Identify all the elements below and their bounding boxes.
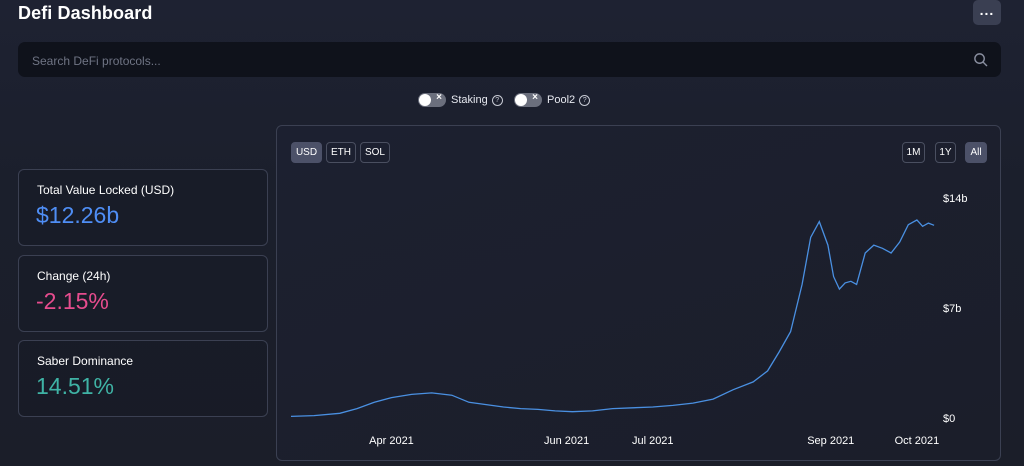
y-tick-label: $7b: [943, 303, 961, 315]
range-1m-button[interactable]: 1M: [902, 142, 925, 163]
pool2-switch[interactable]: ×: [514, 92, 542, 107]
currency-usd-button[interactable]: USD: [291, 142, 322, 163]
stat-card-change: Change (24h) -2.15%: [18, 255, 268, 332]
more-horizontal-icon: ...: [979, 1, 995, 18]
staking-toggle-label: Staking: [451, 94, 488, 106]
close-icon: ×: [532, 92, 538, 103]
x-tick-label: Jun 2021: [544, 435, 589, 447]
range-all-button[interactable]: All: [965, 142, 987, 163]
currency-sol-button[interactable]: SOL: [360, 142, 390, 163]
close-icon: ×: [436, 92, 442, 103]
y-tick-label: $14b: [943, 193, 967, 205]
tvl-series-line: [290, 219, 935, 418]
x-tick-label: Oct 2021: [895, 435, 940, 447]
stat-label: Saber Dominance: [37, 354, 134, 368]
staking-switch[interactable]: ×: [418, 92, 446, 107]
stat-value: -2.15%: [36, 288, 109, 314]
stat-label: Total Value Locked (USD): [37, 183, 175, 197]
x-tick-label: Sep 2021: [807, 435, 854, 447]
stat-value: $12.26b: [36, 202, 120, 228]
search-bar: [18, 42, 1001, 79]
tvl-chart-panel: USD ETH SOL 1M 1Y All $0 $7b $14b Apr 2021…: [276, 125, 1001, 461]
staking-toggle[interactable]: × Staking ?: [418, 92, 503, 107]
tvl-line-chart[interactable]: $0 $7b $14b Apr 2021 Jun 2021 Jul 2021 Sep 20…: [277, 126, 1000, 460]
stat-label: Change (24h): [37, 269, 111, 283]
pool2-toggle-label: Pool2: [547, 94, 576, 106]
search-icon[interactable]: [973, 52, 988, 67]
x-tick-label: Apr 2021: [369, 435, 414, 447]
more-menu-button[interactable]: ...: [973, 0, 1001, 25]
x-tick-label: Jul 2021: [632, 435, 674, 447]
y-tick-label: $0: [943, 413, 955, 425]
help-icon[interactable]: ?: [579, 94, 591, 106]
page-title: Defi Dashboard: [18, 3, 153, 23]
currency-eth-button[interactable]: ETH: [326, 142, 356, 163]
search-input[interactable]: [30, 42, 964, 79]
filter-toggles: × Staking ? × Pool2 ?: [0, 92, 1024, 111]
stat-card-tvl: Total Value Locked (USD) $12.26b: [18, 169, 268, 246]
help-icon[interactable]: ?: [491, 94, 503, 106]
stat-value: 14.51%: [36, 373, 115, 399]
range-1y-button[interactable]: 1Y: [935, 142, 956, 163]
pool2-toggle[interactable]: × Pool2 ?: [514, 92, 591, 107]
stat-card-dominance: Saber Dominance 14.51%: [18, 340, 268, 417]
